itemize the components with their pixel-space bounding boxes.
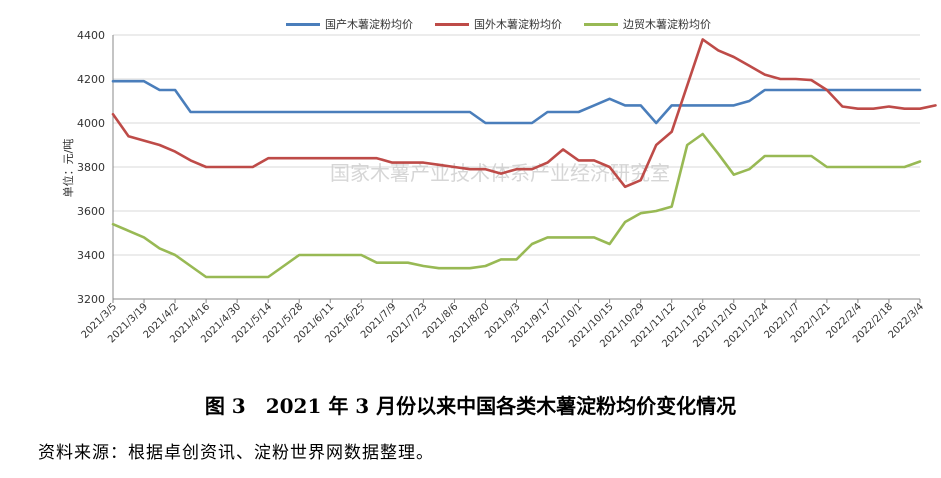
legend-label-foreign: 国外木薯淀粉均价 — [474, 18, 562, 31]
legend-swatch-border — [584, 22, 618, 26]
legend-swatch-domestic — [286, 22, 320, 26]
series-line-border — [111, 132, 922, 279]
legend-swatch-foreign — [435, 22, 469, 26]
y-tick-label-4200: 4200 — [77, 73, 105, 86]
line-chart: 国家木薯产业技术体系产业经济研究室 3200340036003800400042… — [61, 29, 937, 350]
legend-label-border: 边贸木薯淀粉均价 — [623, 18, 711, 31]
y-axis-label: 单位：元/吨 — [61, 139, 75, 198]
x-tick-labels: 2021/3/52021/3/192021/4/22021/4/162021/4… — [80, 301, 927, 350]
axes — [112, 35, 921, 303]
data-source-note: 资料来源：根据卓创资讯、淀粉世界网数据整理。 — [38, 443, 434, 463]
y-tick-label-3800: 3800 — [77, 161, 105, 174]
series-line-foreign — [111, 38, 937, 189]
y-tick-labels: 3200 3400 3600 3800 4000 4200 4400 — [77, 29, 105, 306]
legend-label-domestic: 国产木薯淀粉均价 — [325, 18, 413, 31]
legend: 国产木薯淀粉均价 国外木薯淀粉均价 边贸木薯淀粉均价 — [286, 16, 711, 32]
series-lines — [111, 38, 937, 279]
y-tick-label-4000: 4000 — [77, 117, 105, 130]
y-tick-label-3400: 3400 — [77, 249, 105, 262]
figure-caption: 图 3 2021 年 3 月份以来中国各类木薯淀粉均价变化情况 — [204, 394, 737, 418]
series-line-domestic — [111, 79, 922, 125]
y-tick-label-3600: 3600 — [77, 205, 105, 218]
legend-item-border: 边贸木薯淀粉均价 — [584, 16, 711, 32]
y-tick-label-3200: 3200 — [77, 293, 105, 306]
legend-item-foreign: 国外木薯淀粉均价 — [435, 16, 562, 32]
grid-lines — [113, 34, 920, 256]
y-tick-label-4400: 4400 — [77, 29, 105, 42]
chart-area: 国家木薯产业技术体系产业经济研究室 3200 3400 3600 3800 4000 42… — [61, 16, 937, 350]
legend-item-domestic: 国产木薯淀粉均价 — [286, 16, 413, 32]
